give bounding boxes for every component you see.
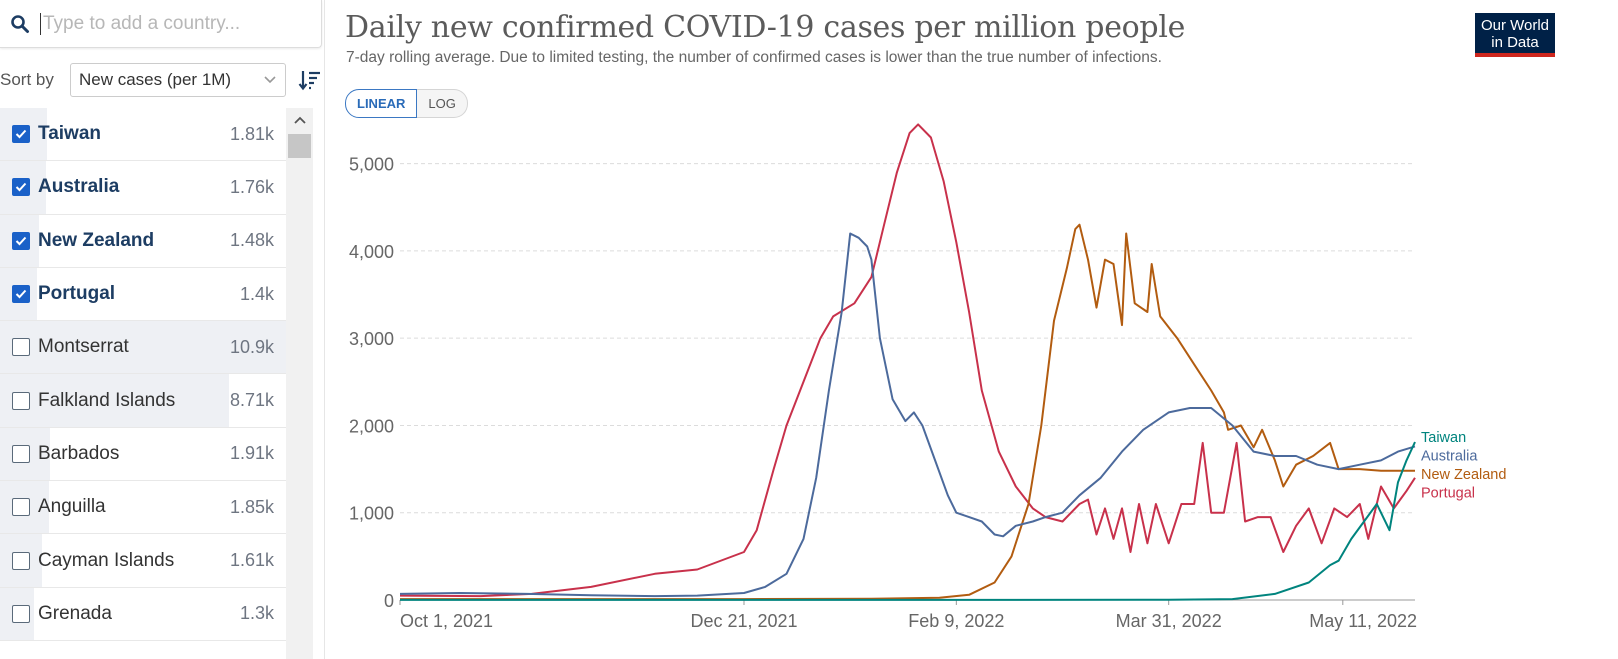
sort-select-value: New cases (per 1M): [79, 70, 232, 89]
country-value: 1.48k: [229, 230, 274, 251]
y-tick-label: 4,000: [349, 242, 394, 262]
checkbox-checked-icon[interactable]: [12, 231, 30, 250]
country-row[interactable]: Barbados 1.91k: [0, 427, 286, 482]
country-row[interactable]: Anguilla 1.85k: [0, 481, 286, 535]
country-name: New Zealand: [38, 229, 155, 251]
country-row[interactable]: Taiwan 1.81k: [0, 108, 286, 162]
chevron-down-icon: [263, 70, 277, 90]
sort-label: Sort by: [0, 70, 54, 89]
checkbox-unchecked-icon[interactable]: [12, 551, 30, 570]
series-line-taiwan: [400, 441, 1416, 601]
country-value: 1.91k: [229, 443, 274, 464]
x-tick-label: Oct 1, 2021: [400, 611, 493, 631]
owid-logo[interactable]: Our World in Data: [1475, 13, 1555, 57]
x-tick-label: Mar 31, 2022: [1116, 611, 1222, 631]
series-line-australia: [399, 232, 1416, 598]
checkbox-checked-icon[interactable]: [12, 125, 30, 144]
chart-title: Daily new confirmed COVID-19 cases per m…: [345, 10, 1186, 45]
logo-line-2: in Data: [1491, 34, 1539, 51]
country-value: 10.9k: [229, 336, 274, 357]
country-name: Grenada: [38, 602, 112, 624]
checkbox-unchecked-icon[interactable]: [12, 391, 30, 410]
y-tick-label: 0: [384, 591, 394, 611]
chart-subtitle: 7-day rolling average. Due to limited te…: [346, 49, 1162, 66]
checkbox-unchecked-icon[interactable]: [12, 604, 30, 623]
checkbox-checked-icon[interactable]: [12, 178, 30, 197]
series-label: New Zealand: [1421, 467, 1506, 483]
country-name: Portugal: [38, 283, 116, 305]
country-row[interactable]: New Zealand 1.48k: [0, 214, 286, 268]
country-name: Australia: [38, 176, 120, 198]
series-label: Australia: [1421, 449, 1478, 465]
sort-select[interactable]: New cases (per 1M): [70, 63, 286, 97]
country-value: 1.76k: [229, 176, 274, 197]
checkbox-checked-icon[interactable]: [12, 285, 30, 304]
logo-line-1: Our World: [1480, 17, 1550, 34]
checkbox-unchecked-icon[interactable]: [12, 444, 30, 463]
line-chart: 0 1,000 2,000 3,000 4,000 5,000 Oct 1, 2021 Dec…: [349, 123, 1506, 631]
checkbox-unchecked-icon[interactable]: [12, 498, 30, 517]
checkbox-unchecked-icon[interactable]: [12, 338, 30, 357]
scroll-thumb[interactable]: [288, 134, 311, 158]
search-box: [0, 0, 322, 48]
scroll-up-arrow-icon[interactable]: [286, 108, 313, 132]
country-row[interactable]: Australia 1.76k: [0, 161, 286, 215]
country-name: Barbados: [38, 442, 120, 464]
search-icon: [0, 14, 40, 34]
country-row[interactable]: Portugal 1.4k: [0, 267, 286, 322]
scrollbar[interactable]: [286, 108, 313, 659]
x-tick-label: Dec 21, 2021: [690, 611, 797, 631]
series-label: Portugal: [1421, 486, 1475, 502]
x-tick-label: Feb 9, 2022: [908, 611, 1004, 631]
y-tick-label: 3,000: [349, 329, 394, 349]
search-input[interactable]: [40, 12, 310, 35]
country-value: 1.81k: [229, 123, 274, 144]
country-name: Anguilla: [38, 496, 106, 518]
scale-toggle: LINEAR LOG: [345, 89, 468, 118]
country-name: Cayman Islands: [38, 549, 175, 571]
country-value: 1.85k: [229, 496, 274, 517]
x-tick-label: May 11, 2022: [1309, 611, 1417, 631]
country-sidebar: Sort by New cases (per 1M) Taiwan 1.81k Au…: [0, 0, 325, 659]
series-line-portugal: [399, 123, 1416, 598]
country-name: Falkland Islands: [38, 389, 176, 411]
value-bar: [0, 374, 229, 427]
country-list: Taiwan 1.81k Australia 1.76k New Zealand 1.48…: [0, 108, 286, 659]
country-row[interactable]: Grenada 1.3k: [0, 587, 286, 641]
linear-scale-button[interactable]: LINEAR: [345, 89, 418, 118]
value-bar: [0, 321, 286, 374]
sort-descending-icon[interactable]: [298, 68, 322, 92]
series-label: Taiwan: [1421, 430, 1466, 446]
y-tick-label: 2,000: [349, 416, 394, 436]
country-name: Taiwan: [38, 123, 101, 145]
country-name: Montserrat: [38, 336, 129, 358]
country-value: 8.71k: [229, 390, 274, 411]
series-line-new-zealand: [400, 223, 1415, 601]
log-scale-button[interactable]: LOG: [417, 89, 468, 118]
country-row[interactable]: Falkland Islands 8.71k: [0, 374, 286, 428]
country-value: 1.61k: [229, 550, 274, 571]
country-value: 1.4k: [239, 283, 274, 304]
y-tick-label: 5,000: [349, 155, 394, 175]
y-tick-label: 1,000: [349, 504, 394, 524]
country-row[interactable]: Cayman Islands 1.61k: [0, 534, 286, 588]
country-value: 1.3k: [239, 603, 274, 624]
country-row[interactable]: Montserrat 10.9k: [0, 321, 286, 375]
sort-row: Sort by New cases (per 1M): [0, 62, 322, 98]
